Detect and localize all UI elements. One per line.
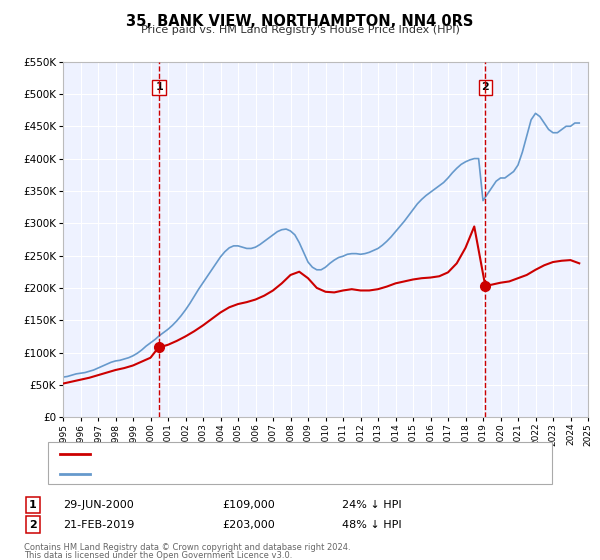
Text: £203,000: £203,000	[222, 520, 275, 530]
Text: 48% ↓ HPI: 48% ↓ HPI	[342, 520, 401, 530]
Text: HPI: Average price, detached house, West Northamptonshire: HPI: Average price, detached house, West…	[96, 469, 413, 479]
Text: 35, BANK VIEW, NORTHAMPTON, NN4 0RS (detached house): 35, BANK VIEW, NORTHAMPTON, NN4 0RS (det…	[96, 449, 409, 459]
Text: 29-JUN-2000: 29-JUN-2000	[63, 500, 134, 510]
Text: 24% ↓ HPI: 24% ↓ HPI	[342, 500, 401, 510]
Text: £109,000: £109,000	[222, 500, 275, 510]
Text: 1: 1	[29, 500, 37, 510]
Text: Contains HM Land Registry data © Crown copyright and database right 2024.: Contains HM Land Registry data © Crown c…	[24, 543, 350, 552]
Text: This data is licensed under the Open Government Licence v3.0.: This data is licensed under the Open Gov…	[24, 551, 292, 560]
Text: 1: 1	[155, 82, 163, 92]
Text: Price paid vs. HM Land Registry's House Price Index (HPI): Price paid vs. HM Land Registry's House …	[140, 25, 460, 35]
Text: 35, BANK VIEW, NORTHAMPTON, NN4 0RS: 35, BANK VIEW, NORTHAMPTON, NN4 0RS	[127, 14, 473, 29]
Text: 21-FEB-2019: 21-FEB-2019	[63, 520, 134, 530]
Text: 2: 2	[481, 82, 489, 92]
Text: 2: 2	[29, 520, 37, 530]
